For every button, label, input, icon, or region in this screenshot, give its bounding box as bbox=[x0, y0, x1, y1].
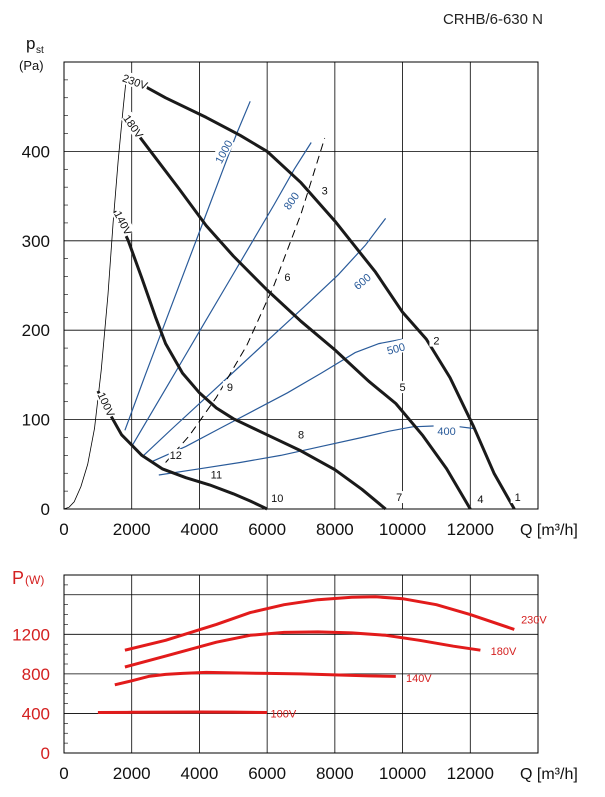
point-label-bg bbox=[280, 271, 295, 284]
curve-180V bbox=[123, 116, 472, 510]
curve-label-bg bbox=[121, 111, 147, 141]
y-tick-label: 200 bbox=[22, 321, 50, 340]
y-tick-label: 100 bbox=[22, 411, 50, 430]
power-curve-180V bbox=[124, 630, 481, 669]
power-curve-label: 140V bbox=[406, 673, 432, 685]
y-tick-label: 1200 bbox=[12, 625, 50, 644]
power-curve-140V bbox=[114, 670, 396, 687]
power-chart: 0 2000 4000 6000 8000 10000 12000 0 400 800 1200 Q … bbox=[12, 568, 578, 783]
x-tick-label: 12000 bbox=[447, 520, 494, 539]
curve-100V bbox=[96, 390, 268, 511]
power-curve-label: 230V bbox=[521, 615, 547, 627]
x-tick-label: 0 bbox=[59, 764, 68, 783]
iso-rpm-label: 1000 bbox=[213, 138, 235, 165]
point-label-bg bbox=[473, 492, 488, 505]
x-tick-label: 0 bbox=[59, 520, 68, 539]
iso-rpm-label: 400 bbox=[437, 426, 455, 438]
x-tick-label: 4000 bbox=[181, 764, 219, 783]
iso-rpm-label-bg bbox=[433, 423, 460, 437]
point-label: 7 bbox=[396, 492, 402, 504]
pressure-flow-chart: 0 2000 4000 6000 8000 10000 12000 0 100 200 300 400… bbox=[19, 34, 578, 539]
y-tick-label: 400 bbox=[22, 142, 50, 161]
curve-label-bg bbox=[120, 70, 150, 92]
curve-140V bbox=[113, 210, 387, 511]
operating-line bbox=[165, 137, 326, 463]
y-axis-unit: (Pa) bbox=[19, 58, 44, 73]
x-tick-label: 8000 bbox=[316, 520, 354, 539]
point-label: 1 bbox=[515, 492, 521, 504]
system-curve bbox=[63, 75, 127, 510]
iso-rpm-line-500 bbox=[151, 338, 403, 463]
y-axis-label-sub: st bbox=[36, 45, 44, 56]
iso-rpm-label: 500 bbox=[386, 341, 407, 357]
iso-rpm-line-1000 bbox=[124, 101, 251, 431]
iso-rpm-line-600 bbox=[141, 218, 387, 458]
curve-230V bbox=[124, 74, 516, 510]
point-label-bg bbox=[270, 491, 285, 504]
point-label: 5 bbox=[400, 382, 406, 394]
curve-label-group: 180V bbox=[120, 111, 147, 141]
iso-rpm-line-800 bbox=[131, 142, 312, 447]
point-label: 4 bbox=[477, 494, 483, 506]
point-label: 10 bbox=[271, 493, 283, 505]
model-title: CRHB/6-630 N bbox=[443, 11, 543, 28]
y-tick-label: 0 bbox=[41, 744, 50, 763]
y-tick-label: 300 bbox=[22, 232, 50, 251]
x-tick-label: 12000 bbox=[447, 764, 494, 783]
x-tick-label: 2000 bbox=[113, 764, 151, 783]
x-tick-label: 10000 bbox=[379, 764, 426, 783]
x-tick-label: 10000 bbox=[379, 520, 426, 539]
x-axis-label: Q [m³/h] bbox=[520, 766, 578, 783]
x-tick-label: 8000 bbox=[316, 764, 354, 783]
point-label-bg bbox=[222, 381, 237, 394]
y-axis-label: P bbox=[12, 568, 24, 588]
point-label-bg bbox=[392, 491, 407, 504]
point-label: 3 bbox=[322, 185, 328, 197]
point-label: 2 bbox=[433, 336, 439, 348]
point-label: 12 bbox=[170, 450, 182, 462]
iso-rpm-label-bg bbox=[277, 185, 304, 215]
y-axis-unit: (W) bbox=[25, 573, 44, 587]
point-label: 8 bbox=[298, 429, 304, 441]
iso-rpm-line-400 bbox=[158, 425, 474, 476]
iso-rpm-label-bg bbox=[210, 136, 235, 166]
x-tick-label: 6000 bbox=[248, 764, 286, 783]
point-label-bg bbox=[168, 449, 183, 462]
point-label-bg bbox=[429, 334, 444, 347]
point-label-bg bbox=[395, 381, 410, 394]
iso-rpm-label-group: 600 bbox=[347, 267, 376, 294]
curve-label-group: 100V bbox=[95, 389, 119, 420]
x-tick-label: 4000 bbox=[181, 520, 219, 539]
point-label-bg bbox=[317, 184, 332, 197]
point-label-bg bbox=[510, 491, 525, 504]
iso-rpm-label-group: 400 bbox=[433, 423, 460, 438]
iso-rpm-label-bg bbox=[347, 267, 376, 294]
iso-rpm-label-group: 500 bbox=[381, 337, 410, 358]
power-curve-230V bbox=[124, 595, 515, 652]
point-label: 6 bbox=[284, 272, 290, 284]
curve-label: 100V bbox=[95, 391, 117, 420]
x-axis-label: Q [m³/h] bbox=[520, 522, 578, 539]
power-curve-label: 180V bbox=[491, 646, 517, 658]
y-tick-label: 800 bbox=[22, 665, 50, 684]
x-tick-label: 2000 bbox=[113, 520, 151, 539]
point-label: 9 bbox=[227, 382, 233, 394]
curve-label-bg bbox=[95, 389, 119, 419]
power-curve-100V bbox=[97, 710, 268, 714]
point-label: 11 bbox=[211, 470, 222, 482]
y-axis-label: p bbox=[26, 34, 35, 53]
curve-label-bg bbox=[111, 208, 136, 238]
point-label-bg bbox=[294, 428, 308, 441]
power-curve-label: 100V bbox=[271, 708, 297, 720]
y-tick-label: 400 bbox=[22, 704, 50, 723]
point-label-bg bbox=[209, 468, 224, 481]
plot-frame bbox=[63, 61, 539, 510]
plot-frame bbox=[63, 574, 539, 754]
y-tick-label: 0 bbox=[41, 500, 50, 519]
x-tick-label: 6000 bbox=[248, 520, 286, 539]
